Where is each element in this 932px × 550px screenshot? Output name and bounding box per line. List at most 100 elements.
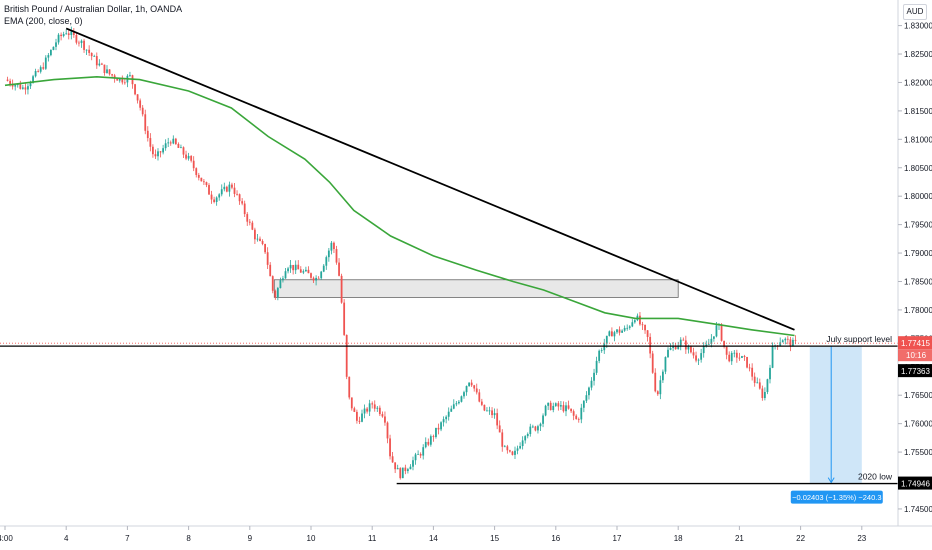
candle-body [192,160,195,169]
candle-body [565,405,567,412]
candle-body [702,346,705,354]
candle-body [641,324,644,326]
candle-body [134,84,136,95]
candle-body [271,276,274,291]
candle-body [330,242,333,251]
candle-body [613,332,616,337]
candle-body [361,413,363,422]
candle-body [279,280,282,289]
candle-body [205,182,208,186]
candle-body [605,335,608,344]
candle-body [656,391,659,395]
candle-body [353,408,356,412]
candle-body [684,340,687,350]
x-tick-label: 10 [307,534,316,543]
candle-body [62,34,65,37]
candle-body [363,408,366,414]
countdown-value: 10:16 [906,351,927,360]
candle-body [531,426,534,428]
candle-body [723,340,725,347]
candle-body [282,278,284,281]
candle-body [710,338,713,344]
candle-body [39,67,42,72]
candle-body [238,194,241,202]
candle-body [424,441,427,448]
candle-body [470,382,473,386]
x-tick-label: 14 [429,534,438,543]
support-price-value: 1.77363 [901,367,930,376]
candle-body [761,388,764,399]
candle-body [195,168,198,175]
candle-body [690,346,692,353]
candle-body [748,367,751,369]
candle-body [713,336,715,339]
candle-body [450,408,453,412]
candle-body [669,348,672,350]
candle-body [187,155,190,159]
candle-body [162,148,164,153]
candle-body [401,467,404,479]
candle-body [473,385,476,389]
candle-body [259,238,261,241]
candle-body [294,264,297,271]
candle-body [78,42,80,44]
candle-body [200,177,203,182]
candle-body [75,34,78,43]
candle-body [475,388,478,393]
candle-body [52,46,55,50]
candle-body [506,446,509,451]
candle-body [496,413,499,426]
resistance-zone-layer [273,279,679,298]
candle-body [57,34,60,43]
candle-body [55,42,57,47]
candle-body [83,40,85,50]
candle-body [738,357,741,359]
candle-body [646,330,649,337]
y-tick-label: 1.81000 [904,135,932,144]
chart-title: British Pound / Australian Dollar, 1h, O… [4,4,183,14]
candle-body [11,84,14,87]
candle-body [412,460,414,467]
candle-body [575,415,578,419]
currency-badge[interactable]: AUD [903,4,927,20]
candle-body [315,277,317,281]
candle-body [93,56,96,57]
candle-body [210,194,213,200]
candle-body [735,352,738,358]
annotation-lines-layer: July support level 2020 low [0,27,898,485]
candle-body [488,410,491,412]
candle-body [779,342,782,346]
candle-body [218,194,221,198]
candle-body [103,64,106,73]
ema-200-line [4,75,795,337]
projection-label: −0.02403 (−1.35%) −240.3 [792,493,881,502]
candle-body [27,86,29,90]
candle-body [687,346,690,350]
ema-layer [4,75,795,337]
candle-body [562,405,565,412]
candle-body [560,405,562,407]
candle-body [47,55,50,58]
candle-body [458,401,460,404]
low-price-value: 1.74946 [901,480,930,489]
candle-body [422,447,425,456]
candle-body [325,257,328,266]
candle-body [264,243,266,253]
candle-body [302,271,305,273]
candle-body [345,334,348,377]
candle-body [146,130,149,139]
candle-body [368,403,371,412]
x-tick-label: 16 [551,534,560,543]
candle-body [164,143,167,149]
candle-body [445,416,448,420]
current-price-badge [898,336,932,350]
candle-body [644,324,646,331]
low-2020-label: 2020 low [858,472,893,482]
candle-body [34,71,37,77]
candle-body [381,414,384,417]
y-tick-label: 1.78500 [904,277,932,286]
candle-body [106,69,108,73]
candle-body [572,411,575,416]
y-tick-label: 1.80000 [904,192,932,201]
